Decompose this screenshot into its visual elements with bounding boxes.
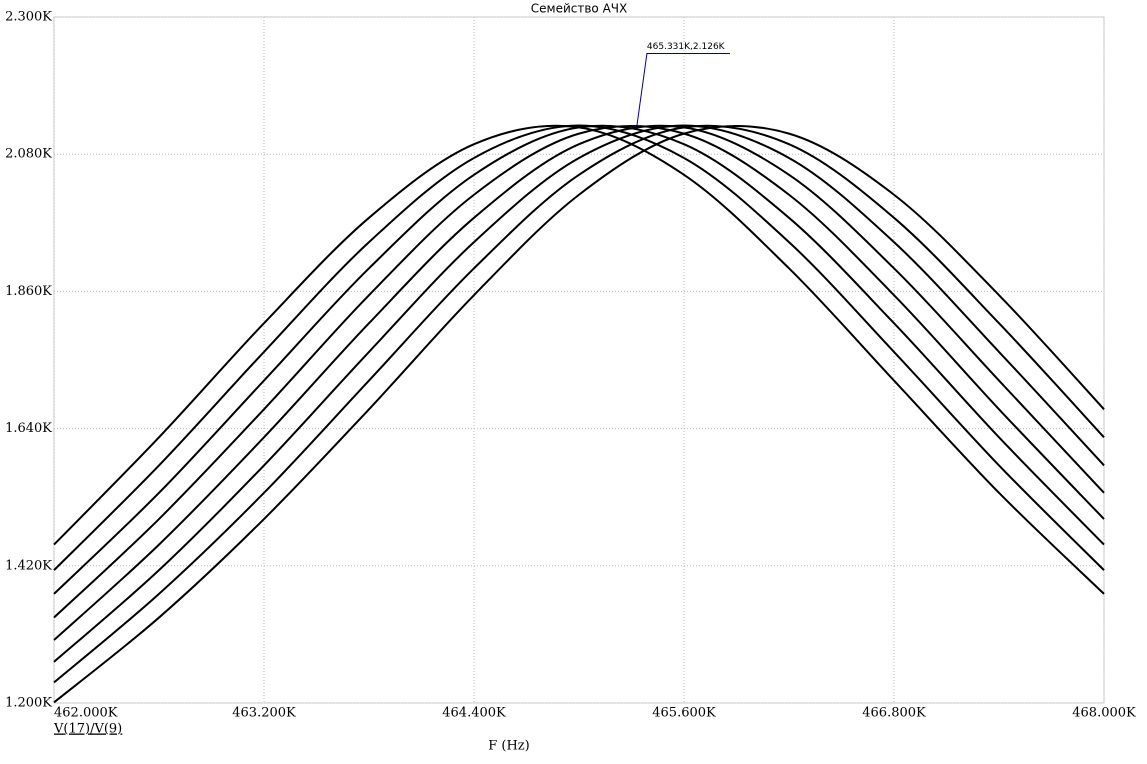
legend-label: V(17)/V(9) [53,722,122,737]
annotation-label: 465.331K,2.126K [647,42,726,52]
x-tick-label: 468.000K [1072,706,1136,721]
series-line [53,124,1105,641]
y-tick-label: 1.420K [5,558,52,573]
x-tick-label: 465.600K [652,706,716,721]
annotation-leader [636,53,730,126]
x-tick-label: 462.000K [54,706,118,721]
y-tick-label: 1.200K [5,696,52,711]
series-line [53,125,1105,619]
y-tick-label: 1.860K [5,284,52,299]
plot-frame [53,16,1105,704]
y-tick-label: 2.080K [5,147,52,162]
y-tick-label: 2.300K [5,10,52,25]
x-tick-label: 464.400K [442,706,506,721]
chart-title: Семейство АЧХ [531,2,627,16]
x-tick-label: 466.800K [862,706,926,721]
x-tick-label: 463.200K [232,706,296,721]
x-axis-label: F (Hz) [488,739,529,754]
series-line [53,124,1105,595]
y-tick-label: 1.640K [5,421,52,436]
series-line [53,124,1105,684]
series-line [53,124,1105,663]
series-line [53,124,1105,571]
series-line [53,125,1105,704]
